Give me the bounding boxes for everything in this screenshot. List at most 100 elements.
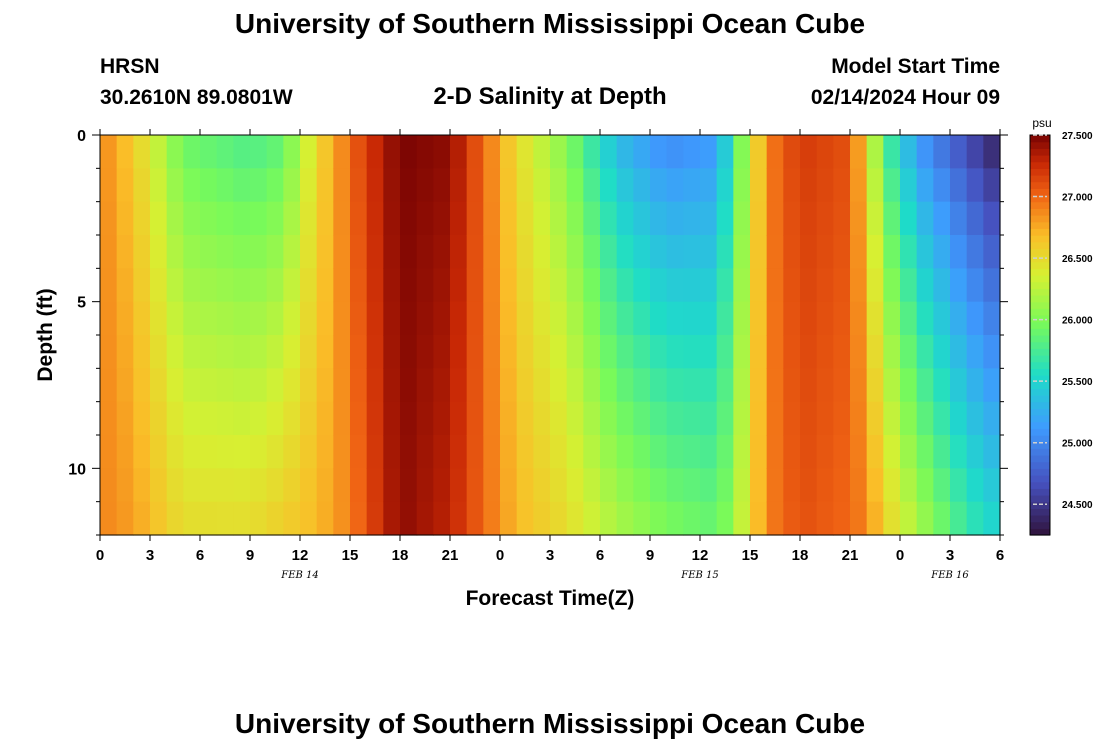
- heatmap-cell: [750, 268, 768, 303]
- heatmap-cell: [183, 201, 201, 236]
- heatmap-cell: [433, 435, 451, 469]
- heatmap-cell: [783, 501, 801, 536]
- heatmap-cell: [733, 168, 751, 203]
- heatmap-cell: [550, 168, 568, 203]
- heatmap-cell: [950, 168, 968, 203]
- heatmap-cell: [116, 468, 134, 503]
- heatmap-cell: [533, 468, 551, 503]
- colorbar-unit: psu: [1032, 116, 1051, 130]
- heatmap-cell: [983, 235, 1001, 269]
- heatmap-cell: [866, 201, 884, 236]
- heatmap-cell: [266, 368, 284, 403]
- heatmap-cell: [450, 301, 468, 336]
- heatmap-cell: [900, 301, 918, 336]
- heatmap-cell: [616, 335, 634, 369]
- colorbar-segment: [1030, 248, 1050, 256]
- x-tick-label: 9: [246, 547, 254, 564]
- heatmap-cell: [600, 301, 618, 336]
- heatmap-cell: [700, 201, 718, 236]
- heatmap-cell: [366, 368, 384, 403]
- heatmap-cell: [183, 401, 201, 436]
- heatmap-cell: [866, 268, 884, 303]
- heatmap-cell: [733, 268, 751, 303]
- heatmap-cell: [583, 168, 601, 203]
- heatmap-cell: [300, 168, 318, 203]
- heatmap-cell: [400, 135, 418, 169]
- heatmap-cell: [816, 235, 834, 269]
- heatmap-cell: [300, 135, 318, 169]
- heatmap-cell: [833, 368, 851, 403]
- colorbar-tick-label: 26.000: [1062, 316, 1093, 327]
- heatmap-cell: [366, 135, 384, 169]
- heatmap-cell: [116, 335, 134, 369]
- heatmap-cell: [550, 335, 568, 369]
- heatmap-cell: [850, 235, 868, 269]
- heatmap-cell: [100, 435, 118, 469]
- heatmap-cell: [816, 168, 834, 203]
- heatmap-cell: [666, 201, 684, 236]
- colorbar-segment: [1030, 421, 1050, 429]
- heatmap-cell: [116, 401, 134, 436]
- heatmap-cell: [966, 168, 984, 203]
- heatmap-cell: [900, 435, 918, 469]
- heatmap-cell: [316, 368, 334, 403]
- heatmap-cell: [266, 268, 284, 303]
- heatmap-cell: [616, 435, 634, 469]
- heatmap-cell: [316, 401, 334, 436]
- heatmap-cell: [616, 468, 634, 503]
- heatmap-cell: [350, 301, 368, 336]
- heatmap-cell: [350, 235, 368, 269]
- heatmap-cell: [333, 468, 351, 503]
- heatmap-cell: [516, 201, 534, 236]
- x-tick-label: 0: [96, 547, 104, 564]
- colorbar-segment: [1030, 368, 1050, 376]
- heatmap-cell: [950, 235, 968, 269]
- heatmap-cell: [100, 201, 118, 236]
- heatmap-cell: [650, 501, 668, 536]
- heatmap-cell: [766, 368, 784, 403]
- heatmap-cell: [100, 401, 118, 436]
- heatmap-cell: [483, 401, 501, 436]
- heatmap-cell: [350, 401, 368, 436]
- heatmap-cell: [983, 401, 1001, 436]
- heatmap-cell: [966, 135, 984, 169]
- x-tick-label: 18: [392, 547, 409, 564]
- heatmap-cell: [683, 435, 701, 469]
- heatmap-cell: [116, 301, 134, 336]
- heatmap-cell: [900, 335, 918, 369]
- y-tick-label: 5: [77, 295, 86, 312]
- heatmap-cell: [416, 201, 434, 236]
- heatmap-cell: [133, 201, 151, 236]
- heatmap-cell: [900, 268, 918, 303]
- heatmap-cell: [383, 401, 401, 436]
- colorbar-segment: [1030, 268, 1050, 276]
- heatmap-cell: [300, 301, 318, 336]
- heatmap-cell: [783, 168, 801, 203]
- colorbar-segment: [1030, 148, 1050, 156]
- heatmap-cell: [433, 201, 451, 236]
- heatmap-cell: [450, 235, 468, 269]
- colorbar-tick-label: 24.500: [1062, 500, 1093, 511]
- heatmap-cell: [283, 435, 301, 469]
- heatmap-cell: [483, 301, 501, 336]
- heatmap-cell: [433, 135, 451, 169]
- colorbar-segment: [1030, 428, 1050, 436]
- heatmap-cell: [850, 201, 868, 236]
- heatmap-cell: [633, 335, 651, 369]
- heatmap-cell: [750, 301, 768, 336]
- heatmap-cell: [883, 335, 901, 369]
- heatmap-cell: [766, 135, 784, 169]
- colorbar-tick-label: 27.000: [1062, 193, 1093, 204]
- heatmap-cell: [733, 235, 751, 269]
- heatmap-cell: [416, 435, 434, 469]
- heatmap-cell: [633, 201, 651, 236]
- heatmap-cell: [816, 201, 834, 236]
- heatmap-cell: [183, 168, 201, 203]
- heatmap-cell: [316, 435, 334, 469]
- heatmap-cell: [850, 135, 868, 169]
- heatmap-cell: [866, 368, 884, 403]
- heatmap-cell: [183, 501, 201, 536]
- heatmap-cell: [650, 401, 668, 436]
- heatmap-cell: [300, 435, 318, 469]
- x-tick-label: 12: [292, 547, 309, 564]
